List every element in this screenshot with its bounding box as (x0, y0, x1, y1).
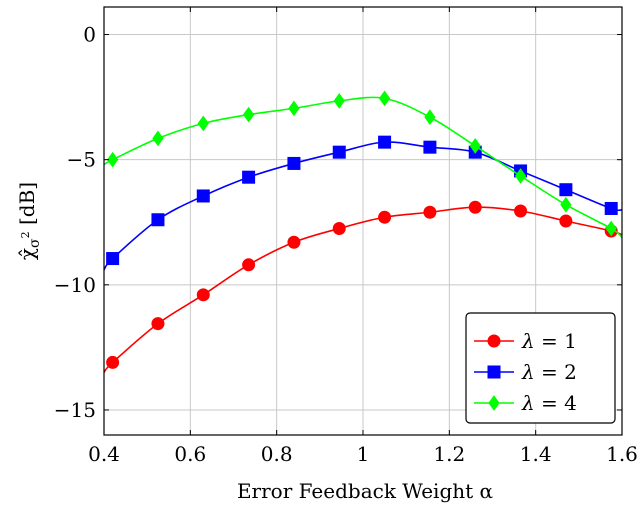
data-point (559, 214, 573, 228)
data-point (242, 258, 256, 272)
series-lambda-4 (104, 90, 622, 238)
legend: λ = 1 λ = 2 λ = 4 (465, 312, 616, 424)
data-point (560, 196, 572, 213)
x-tick-label: 1.4 (520, 442, 552, 466)
data-point (151, 213, 165, 227)
data-point (514, 168, 527, 184)
data-point (242, 170, 256, 184)
legend-marker-lambda-4 (488, 395, 500, 411)
legend-entry-lambda-2: λ = 2 (474, 360, 577, 384)
y-tick-label: −5 (67, 148, 96, 172)
data-point (242, 106, 255, 123)
data-point (106, 355, 120, 369)
data-point (196, 189, 210, 203)
data-point (559, 183, 573, 197)
legend-entry-lambda-1: λ = 1 (474, 329, 577, 353)
y-tick-label: −15 (54, 398, 96, 422)
x-axis-label: Error Feedback Weight α (237, 479, 493, 503)
data-point (196, 288, 210, 302)
data-point (378, 90, 391, 107)
x-tick-label: 1.6 (606, 442, 638, 466)
legend-label-lambda-2: λ = 2 (521, 360, 577, 384)
data-point (423, 140, 437, 154)
data-point (469, 138, 481, 154)
data-point (424, 109, 436, 125)
data-point (332, 222, 346, 236)
data-point (288, 100, 300, 117)
series-lambda-1 (104, 200, 622, 373)
y-tick-label: −10 (54, 273, 96, 297)
data-point (287, 156, 301, 170)
data-point (106, 252, 120, 266)
data-point (333, 92, 345, 109)
legend-label-lambda-4: λ = 4 (521, 391, 577, 415)
data-point (605, 220, 617, 237)
x-tick-label: 1 (357, 442, 370, 466)
legend-label-lambda-1: λ = 1 (521, 329, 577, 353)
x-tick-label: 1.2 (433, 442, 465, 466)
legend-entry-lambda-4: λ = 4 (474, 391, 577, 415)
data-point (151, 317, 165, 331)
series-lambda-2 (104, 135, 622, 271)
data-point (378, 135, 392, 149)
data-point (423, 205, 437, 219)
tick-labels: 0.4 0.6 0.8 1 1.2 1.4 1.6 0 −5 −10 −15 (54, 23, 638, 466)
data-point (332, 145, 346, 159)
ticks (103, 7, 623, 435)
data-point (514, 204, 528, 218)
x-tick-label: 0.8 (261, 442, 293, 466)
data-point (468, 200, 482, 214)
y-tick-label: 0 (83, 23, 96, 47)
legend-marker-lambda-1 (487, 334, 501, 348)
data-point (197, 115, 209, 132)
x-tick-label: 0.6 (174, 442, 206, 466)
data-point (287, 235, 301, 249)
x-tick-label: 0.4 (88, 442, 120, 466)
data-point (107, 151, 119, 168)
legend-marker-lambda-2 (487, 365, 501, 379)
data-point (604, 201, 618, 215)
data-point (378, 210, 392, 224)
series-layer (104, 90, 622, 373)
y-axis-label: χ̂σ2 [dB] (15, 182, 43, 260)
data-point (152, 130, 164, 147)
